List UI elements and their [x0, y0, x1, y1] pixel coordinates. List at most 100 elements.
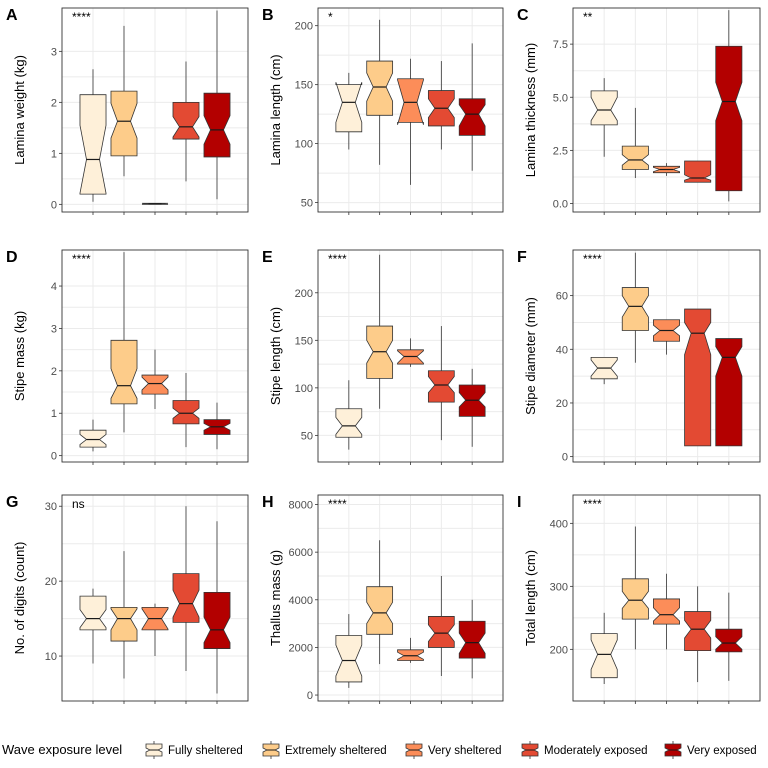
box-1 [335, 72, 363, 150]
legend: Wave exposure level Fully sheltered Extre… [2, 741, 757, 759]
notched-box [79, 94, 107, 195]
significance-label: **** [328, 497, 347, 511]
y-tick-label: 0 [307, 690, 313, 702]
box-2 [366, 19, 394, 165]
y-tick-label: 200 [295, 21, 313, 33]
legend-item-5: Very exposed [664, 741, 757, 759]
notched-box [335, 635, 363, 683]
box-5 [458, 599, 486, 679]
legend-label: Extremely sheltered [285, 745, 387, 757]
y-tick-label: 1 [51, 148, 57, 160]
panel-letter: D [6, 249, 18, 266]
notched-box [427, 616, 455, 648]
panel-i: 200 300 400 **** I Total length (cm) [517, 494, 761, 704]
notched-box [203, 92, 231, 158]
y-axis-label: Lamina thickness (mm) [523, 43, 538, 177]
legend-label: Fully sheltered [168, 745, 243, 757]
significance-label: **** [328, 252, 347, 266]
panel-a: 0 1 2 3 **** A Lamina weight (kg) [6, 7, 249, 215]
box-3 [397, 338, 424, 367]
panel-frame [61, 7, 249, 213]
box-4 [427, 326, 455, 441]
box-1 [590, 612, 618, 684]
legend-item-2: Extremely sheltered [262, 741, 387, 759]
y-tick-label: 2.5 [553, 145, 568, 157]
box-2 [621, 526, 649, 650]
notched-box [653, 598, 680, 625]
y-tick-label: 200 [550, 644, 568, 656]
panel-frame [61, 494, 249, 702]
panel-frame [572, 7, 761, 213]
notched-box [590, 633, 618, 679]
box-4 [684, 308, 712, 447]
box-3 [653, 573, 680, 650]
box-2 [366, 540, 394, 665]
notched-box [172, 400, 200, 425]
y-tick-label: 30 [45, 501, 57, 513]
legend-title: Wave exposure level [2, 742, 122, 757]
y-tick-label: 4 [51, 281, 57, 293]
y-axis-label: Stipe length (cm) [268, 307, 283, 405]
box-3 [141, 202, 169, 205]
notched-box [172, 573, 200, 623]
box-4 [172, 61, 200, 182]
panel-frame [317, 249, 504, 463]
panel-letter: G [6, 494, 18, 511]
panel-frame [572, 249, 761, 463]
y-axis-label: No. of digits (count) [12, 542, 27, 655]
y-tick-label: 7.5 [553, 39, 568, 51]
significance-label: ** [583, 10, 593, 24]
y-tick-label: 5.0 [553, 92, 568, 104]
box-1 [79, 69, 107, 202]
panel-b: 50 100 150 200 * B Lamina length (cm) [262, 7, 504, 215]
box-1 [335, 380, 363, 450]
legend-label: Very exposed [687, 745, 757, 757]
y-tick-label: 2 [51, 366, 57, 378]
notched-box [621, 145, 649, 170]
box-2 [621, 107, 649, 178]
panel-frame [317, 494, 504, 702]
box-2 [110, 551, 138, 679]
y-tick-label: 20 [45, 576, 57, 588]
significance-label: **** [583, 252, 602, 266]
panel-e: 50 100 150 200 **** E Stipe length (cm) [262, 249, 504, 465]
y-tick-label: 0 [562, 452, 568, 464]
notched-box [335, 82, 363, 133]
box-1 [79, 588, 107, 664]
y-tick-label: 3 [51, 323, 57, 335]
significance-label: **** [72, 252, 91, 266]
significance-label: * [328, 10, 333, 24]
notched-box [715, 628, 743, 653]
y-tick-label: 100 [295, 383, 313, 395]
panel-g: 10 20 30 ns G No. of digits (count) [6, 494, 249, 704]
box-5 [715, 592, 743, 681]
box-4 [684, 586, 712, 683]
y-tick-label: 40 [556, 344, 568, 356]
box-3 [653, 163, 680, 176]
panel-letter: C [517, 7, 529, 24]
y-tick-label: 4000 [289, 595, 313, 607]
panel-h: 0 2000 4000 6000 8000 **** H Thallus mass (g) [262, 494, 504, 704]
y-tick-label: 8000 [289, 500, 313, 512]
box-1 [79, 419, 107, 452]
notched-box [427, 370, 455, 403]
legend-items: Fully sheltered Extremely sheltered Very s… [145, 741, 757, 759]
legend-label: Moderately exposed [544, 745, 648, 757]
notched-box [458, 98, 486, 136]
box-5 [715, 10, 743, 202]
notched-box [715, 338, 743, 447]
panel-letter: B [262, 7, 274, 24]
box-5 [715, 338, 743, 447]
notched-box [203, 591, 231, 649]
y-axis-label: Lamina weight (kg) [12, 55, 27, 165]
notched-box [590, 90, 618, 126]
y-tick-label: 3 [51, 46, 57, 58]
y-tick-label: 50 [301, 198, 313, 210]
panel-letter: F [517, 249, 527, 266]
notched-box [110, 90, 138, 157]
y-tick-label: 1 [51, 408, 57, 420]
y-tick-label: 2000 [289, 642, 313, 654]
y-axis-label: Thallus mass (g) [268, 550, 283, 646]
box-3 [141, 349, 169, 409]
